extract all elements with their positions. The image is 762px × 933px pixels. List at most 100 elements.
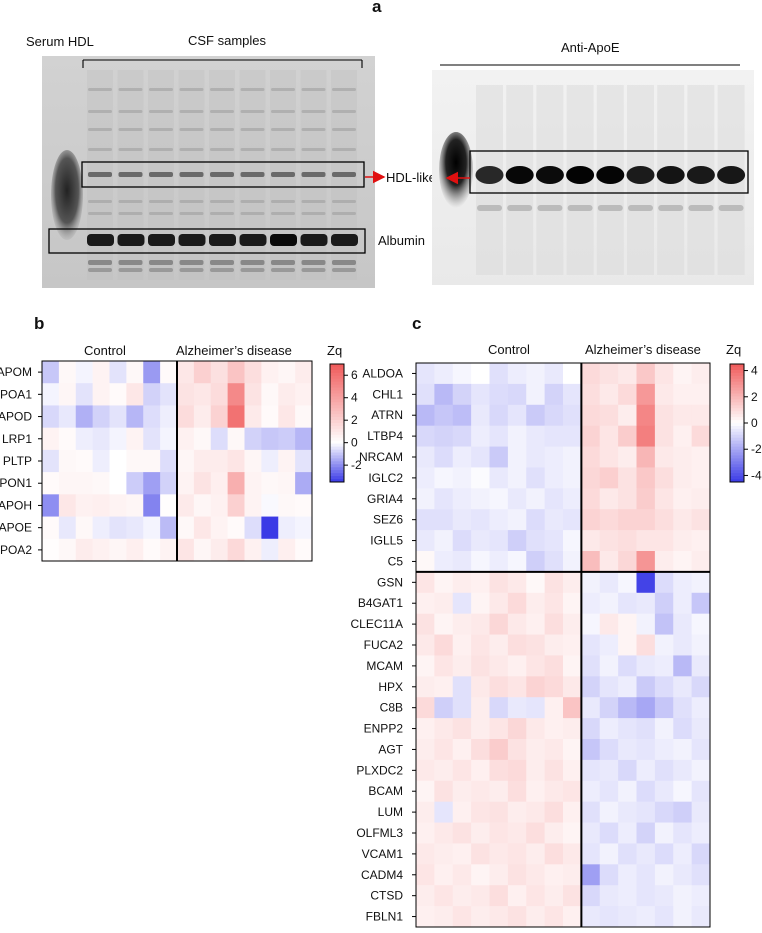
heatmap-b-cell	[126, 405, 144, 429]
heatmap-c-cell	[563, 488, 582, 510]
heatmap-c-cell	[618, 739, 637, 761]
heatmap-c-cell	[434, 822, 454, 844]
heatmap-b-colorbar-step	[330, 417, 344, 421]
hdl-like-band	[88, 172, 112, 177]
heatmap-c-cell	[526, 592, 546, 615]
heatmap-c-cell	[507, 885, 527, 907]
heatmap-b-cell	[244, 427, 262, 451]
hdl-like-band	[240, 172, 265, 177]
heatmap-c-cell	[636, 363, 656, 385]
heatmap-c-cell	[636, 467, 656, 489]
heatmap-c-cell	[599, 509, 619, 531]
heatmap-c-colorbar-step	[730, 387, 744, 391]
heatmap-c-cell	[507, 530, 527, 552]
heatmap-b-cell	[109, 516, 127, 540]
heatmap-c-cell	[563, 613, 582, 635]
heatmap-c-cell	[691, 634, 711, 656]
heatmap-c-cell	[636, 801, 656, 823]
heatmap-c-cell	[691, 425, 711, 447]
heatmap-b-cell	[177, 383, 195, 406]
heatmap-c-cell	[416, 551, 435, 573]
anti-apoe-lane	[505, 85, 534, 275]
heatmap-c-cell	[654, 885, 674, 907]
heatmap-b-colorbar-step	[330, 411, 344, 415]
heatmap-b-cell	[193, 538, 212, 562]
serum-hdl-label: Serum HDL	[26, 34, 94, 49]
apoe-band	[686, 166, 715, 184]
heatmap-c-cell	[452, 509, 472, 531]
heatmap-c-cell	[673, 446, 693, 468]
heatmap-b-cell	[75, 427, 94, 451]
heatmap-c-cell	[471, 906, 490, 928]
heatmap-c-cell	[654, 906, 674, 928]
heatmap-c-row-label: GSN	[377, 575, 403, 589]
heatmap-c-cell	[691, 363, 711, 385]
heatmap-c-cell	[618, 571, 637, 594]
heatmap-b-cell	[109, 405, 127, 429]
heatmap-b-cell	[227, 516, 245, 540]
heatmap-c-row-label: VCAM1	[362, 847, 404, 861]
heatmap-c-cell	[691, 864, 711, 886]
heatmap-c-cell	[489, 864, 509, 886]
heatmap-c-cell	[581, 509, 601, 531]
albumin-label: Albumin	[378, 233, 425, 248]
heatmap-c-cell	[691, 801, 711, 823]
heatmap-b-cell	[244, 405, 262, 429]
hdl-like-band	[118, 172, 143, 177]
heatmap-c-cell	[507, 843, 527, 865]
heatmap-c-cell	[581, 530, 601, 552]
heatmap-b-cell	[126, 361, 144, 384]
heatmap-c-cell	[416, 759, 435, 782]
heatmap-c-cell	[544, 843, 564, 865]
heatmap-b-cell	[193, 405, 212, 429]
heatmap-b-colorbar-step	[330, 372, 344, 377]
heatmap-b-colorbar-step	[330, 375, 344, 380]
heatmap-c-row-label: IGLC2	[368, 471, 403, 485]
heatmap-c-cell	[452, 822, 472, 844]
heatmap-b-cell	[92, 538, 110, 562]
heatmap-b-cell	[261, 472, 279, 495]
heatmap-c-cell	[636, 739, 656, 761]
heatmap-b-cell	[227, 405, 245, 429]
heatmap-b-colorbar-step	[330, 366, 344, 371]
heatmap-b-colorbar-step	[330, 423, 344, 427]
hdl-like-band	[179, 172, 204, 177]
heatmap-c-cell	[563, 822, 582, 844]
heatmap-b-cell	[42, 383, 60, 406]
heatmap-b-cell	[244, 449, 262, 473]
heatmap-c-cell	[599, 571, 619, 594]
heatmap-b-cell	[160, 383, 178, 406]
heatmap-b-cell	[244, 361, 262, 384]
heatmap-c-cell	[691, 759, 711, 782]
heatmap-b-row-label: PON1	[0, 476, 32, 490]
heatmap-c-cell	[544, 906, 564, 928]
heatmap-c-cell	[471, 613, 490, 635]
heatmap-b-colorbar-step	[330, 467, 344, 471]
heatmap-c-cell	[452, 467, 472, 489]
anti-apoe-lane	[717, 85, 746, 275]
heatmap-b-cell	[143, 472, 161, 495]
heatmap-c-cell	[563, 383, 582, 406]
heatmap-b-cell	[126, 383, 144, 406]
heatmap-c-cell	[452, 530, 472, 552]
heatmap-c-cell	[563, 655, 582, 677]
heatmap-c-cell	[471, 864, 490, 886]
heatmap-c-cell	[618, 383, 637, 406]
heatmap-c-cell	[673, 634, 693, 656]
heatmap-b-cell	[227, 383, 245, 406]
heatmap-c-cell	[471, 571, 490, 594]
heatmap-c-cell	[599, 885, 619, 907]
heatmap-c-cell	[471, 718, 490, 740]
heatmap-c-row-label: SEZ6	[373, 513, 403, 527]
heatmap-c-cell	[544, 739, 564, 761]
heatmap-c-cell	[416, 530, 435, 552]
heatmap-b-cell	[193, 472, 212, 495]
heatmap-c-cell	[581, 613, 601, 635]
heatmap-c-cell	[618, 864, 637, 886]
heatmap-c-cell	[673, 801, 693, 823]
heatmap-b-cell	[160, 361, 178, 384]
heatmap-c-cell	[489, 592, 509, 615]
heatmap-b-cell	[261, 361, 279, 384]
heatmap-b-colorbar-step	[330, 473, 344, 477]
heatmap-c-cell	[544, 613, 564, 635]
